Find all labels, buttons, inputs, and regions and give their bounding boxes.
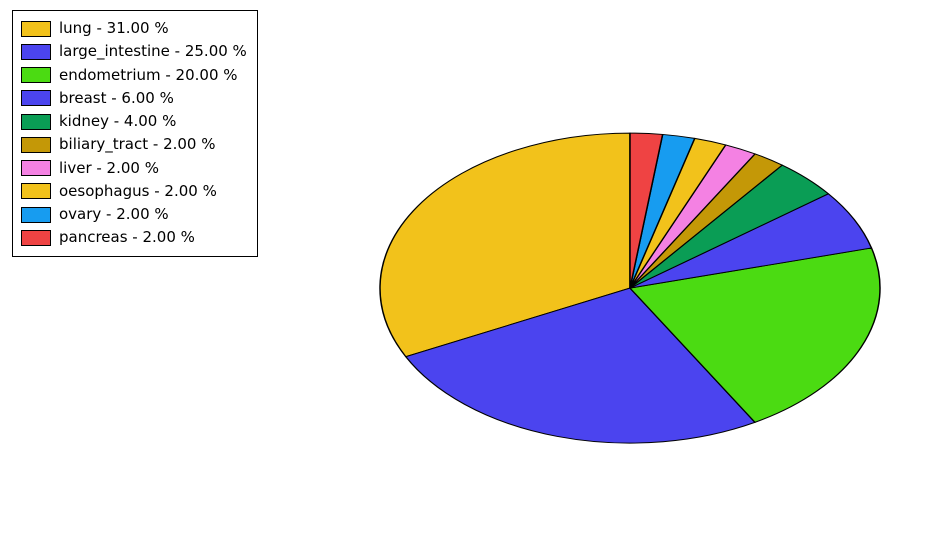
legend-swatch <box>21 44 51 60</box>
legend-label: kidney - 4.00 % <box>59 110 176 133</box>
legend-label: lung - 31.00 % <box>59 17 169 40</box>
legend-row: oesophagus - 2.00 % <box>21 180 247 203</box>
legend-swatch <box>21 160 51 176</box>
legend-label: ovary - 2.00 % <box>59 203 169 226</box>
legend-row: lung - 31.00 % <box>21 17 247 40</box>
pie-chart <box>375 130 885 446</box>
legend-label: large_intestine - 25.00 % <box>59 40 247 63</box>
legend-swatch <box>21 114 51 130</box>
chart-stage: lung - 31.00 %large_intestine - 25.00 %e… <box>0 0 939 538</box>
legend-swatch <box>21 183 51 199</box>
legend-swatch <box>21 67 51 83</box>
legend-row: pancreas - 2.00 % <box>21 226 247 249</box>
legend-swatch <box>21 207 51 223</box>
legend-label: pancreas - 2.00 % <box>59 226 195 249</box>
legend-row: ovary - 2.00 % <box>21 203 247 226</box>
legend-label: breast - 6.00 % <box>59 87 174 110</box>
pie-wrap <box>375 130 885 446</box>
legend-label: liver - 2.00 % <box>59 157 159 180</box>
legend-swatch <box>21 90 51 106</box>
legend-row: kidney - 4.00 % <box>21 110 247 133</box>
legend-row: breast - 6.00 % <box>21 87 247 110</box>
legend-box: lung - 31.00 %large_intestine - 25.00 %e… <box>12 10 258 257</box>
legend-swatch <box>21 230 51 246</box>
legend-row: endometrium - 20.00 % <box>21 64 247 87</box>
legend-label: oesophagus - 2.00 % <box>59 180 217 203</box>
legend-row: large_intestine - 25.00 % <box>21 40 247 63</box>
legend-swatch <box>21 21 51 37</box>
legend-row: liver - 2.00 % <box>21 157 247 180</box>
legend-swatch <box>21 137 51 153</box>
legend-row: biliary_tract - 2.00 % <box>21 133 247 156</box>
legend-label: biliary_tract - 2.00 % <box>59 133 216 156</box>
legend-label: endometrium - 20.00 % <box>59 64 238 87</box>
